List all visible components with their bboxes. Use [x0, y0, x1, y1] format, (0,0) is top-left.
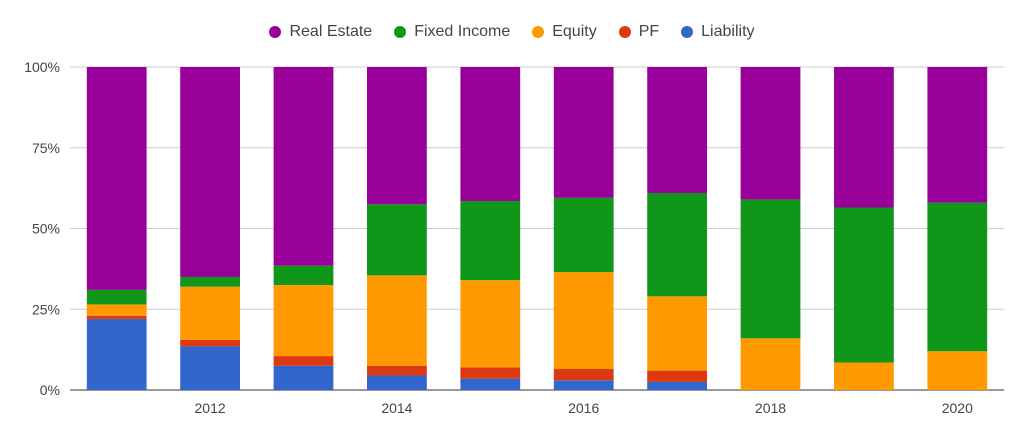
bar-segment-pf-2013[interactable]: [273, 356, 334, 366]
bar-segment-equity-2019[interactable]: [834, 362, 894, 390]
legend-item-equity[interactable]: Equity: [532, 23, 597, 41]
bar-segment-real-estate-2020[interactable]: [927, 67, 988, 203]
y-tick-label: 75%: [32, 140, 60, 156]
bar-segment-equity-2014[interactable]: [367, 275, 427, 366]
bar-segment-liability-2013[interactable]: [273, 365, 334, 390]
bar-segment-equity-2020[interactable]: [927, 351, 988, 390]
bar-segment-real-estate-2019[interactable]: [834, 67, 894, 208]
bar-segment-real-estate-2012[interactable]: [180, 67, 240, 277]
bar-segment-fixed-income-2013[interactable]: [273, 265, 334, 286]
legend-item-fixed-income[interactable]: Fixed Income: [394, 23, 510, 41]
bar-segment-fixed-income-2017[interactable]: [647, 192, 707, 297]
bar-segment-real-estate-2017[interactable]: [647, 67, 707, 193]
bar-segment-pf-2011[interactable]: [86, 315, 147, 319]
bar-segment-fixed-income-2018[interactable]: [740, 199, 801, 339]
bar-segment-real-estate-2013[interactable]: [273, 67, 334, 266]
legend-item-pf[interactable]: PF: [618, 23, 660, 41]
legend-item-real-estate[interactable]: Real Estate: [269, 23, 372, 41]
legend: Real Estate Fixed Income Equity PF Liability: [0, 20, 1024, 44]
bar-segment-fixed-income-2014[interactable]: [367, 204, 427, 276]
legend-swatch-real-estate: [269, 26, 282, 38]
legend-label-equity: Equity: [552, 23, 597, 40]
legend-label-liability: Liability: [701, 23, 755, 40]
legend-item-liability[interactable]: Liability: [681, 23, 755, 41]
x-tick-label: 2016: [568, 400, 599, 416]
x-tick-label: 2020: [942, 400, 973, 416]
bar-segment-fixed-income-2011[interactable]: [86, 289, 147, 305]
bar-segment-equity-2017[interactable]: [647, 296, 707, 371]
bar-segment-pf-2016[interactable]: [553, 369, 614, 381]
bar-segment-equity-2012[interactable]: [180, 286, 240, 340]
bar-segment-real-estate-2018[interactable]: [740, 67, 801, 200]
y-tick-label: 50%: [32, 221, 60, 237]
bar-segment-real-estate-2011[interactable]: [86, 67, 147, 290]
bar-segment-real-estate-2016[interactable]: [553, 67, 614, 198]
bar-segment-equity-2018[interactable]: [740, 338, 801, 390]
bar-segment-equity-2016[interactable]: [553, 272, 614, 370]
legend-swatch-equity: [532, 26, 545, 38]
bar-segment-pf-2012[interactable]: [180, 339, 240, 347]
bar-segment-equity-2013[interactable]: [273, 285, 334, 357]
legend-swatch-liability: [681, 26, 694, 38]
bar-segment-equity-2011[interactable]: [86, 304, 147, 316]
bar-segment-equity-2015[interactable]: [460, 280, 521, 368]
bar-segment-pf-2015[interactable]: [460, 367, 521, 379]
bar-segment-liability-2017[interactable]: [647, 381, 707, 390]
bar-segment-pf-2017[interactable]: [647, 370, 707, 382]
bar-segment-liability-2015[interactable]: [460, 378, 521, 390]
x-tick-label: 2014: [381, 400, 412, 416]
legend-swatch-pf: [618, 26, 631, 38]
bar-segment-real-estate-2014[interactable]: [367, 67, 427, 205]
bar-segment-liability-2014[interactable]: [367, 375, 427, 390]
bar-segment-liability-2012[interactable]: [180, 346, 240, 390]
bar-segment-fixed-income-2016[interactable]: [553, 197, 614, 273]
x-tick-label: 2012: [195, 400, 226, 416]
y-tick-label: 100%: [24, 59, 60, 75]
legend-label-real-estate: Real Estate: [289, 23, 373, 40]
y-tick-label: 25%: [32, 301, 60, 317]
y-tick-label: 0%: [40, 382, 60, 398]
legend-label-fixed-income: Fixed Income: [414, 23, 511, 40]
bar-segment-pf-2014[interactable]: [367, 365, 427, 376]
bar-segment-real-estate-2015[interactable]: [460, 67, 521, 202]
bar-segment-fixed-income-2015[interactable]: [460, 201, 521, 281]
bar-segment-fixed-income-2012[interactable]: [180, 276, 240, 287]
legend-label-pf: PF: [638, 23, 660, 40]
bar-segment-fixed-income-2019[interactable]: [834, 207, 894, 363]
bar-segment-liability-2011[interactable]: [86, 318, 147, 390]
legend-swatch-fixed-income: [394, 26, 407, 38]
x-tick-label: 2018: [755, 400, 786, 416]
bar-segment-fixed-income-2020[interactable]: [927, 202, 988, 352]
bar-segment-liability-2016[interactable]: [553, 380, 614, 390]
